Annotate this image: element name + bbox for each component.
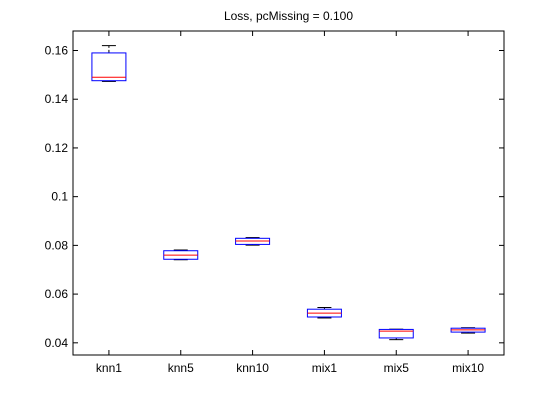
x-tick-label: mix1: [312, 361, 338, 375]
box-knn1: [91, 45, 127, 82]
plot-frame: [72, 30, 505, 356]
x-axis-ticks: knn1 knn5 knn10 mix1 mix5 mix10: [96, 31, 484, 375]
box-mix1: [306, 306, 342, 319]
y-axis-ticks: 0.04 0.06 0.08 0.1 0.12 0.14 0.16: [45, 43, 504, 350]
x-tick-label: knn1: [96, 361, 122, 375]
box-body: [91, 52, 127, 82]
x-tick-label: knn5: [168, 361, 194, 375]
y-tick-label: 0.08: [45, 238, 69, 252]
box-body: [378, 328, 414, 339]
box-mix5: [378, 328, 414, 341]
y-tick-label: 0.1: [51, 190, 68, 204]
y-tick-label: 0.16: [45, 43, 69, 57]
box-series: [91, 45, 486, 341]
chart-title: Loss, pcMissing = 0.100: [224, 9, 353, 23]
box-mix10: [450, 327, 486, 334]
y-tick-label: 0.12: [45, 141, 69, 155]
y-tick-label: 0.06: [45, 287, 69, 301]
x-tick-label: mix10: [452, 361, 484, 375]
x-tick-label: knn10: [236, 361, 269, 375]
y-tick-label: 0.14: [45, 92, 69, 106]
box-knn10: [235, 237, 271, 246]
x-tick-label: mix5: [384, 361, 410, 375]
box-knn5: [163, 249, 199, 261]
axes: [72, 30, 505, 356]
y-tick-label: 0.04: [45, 336, 69, 350]
